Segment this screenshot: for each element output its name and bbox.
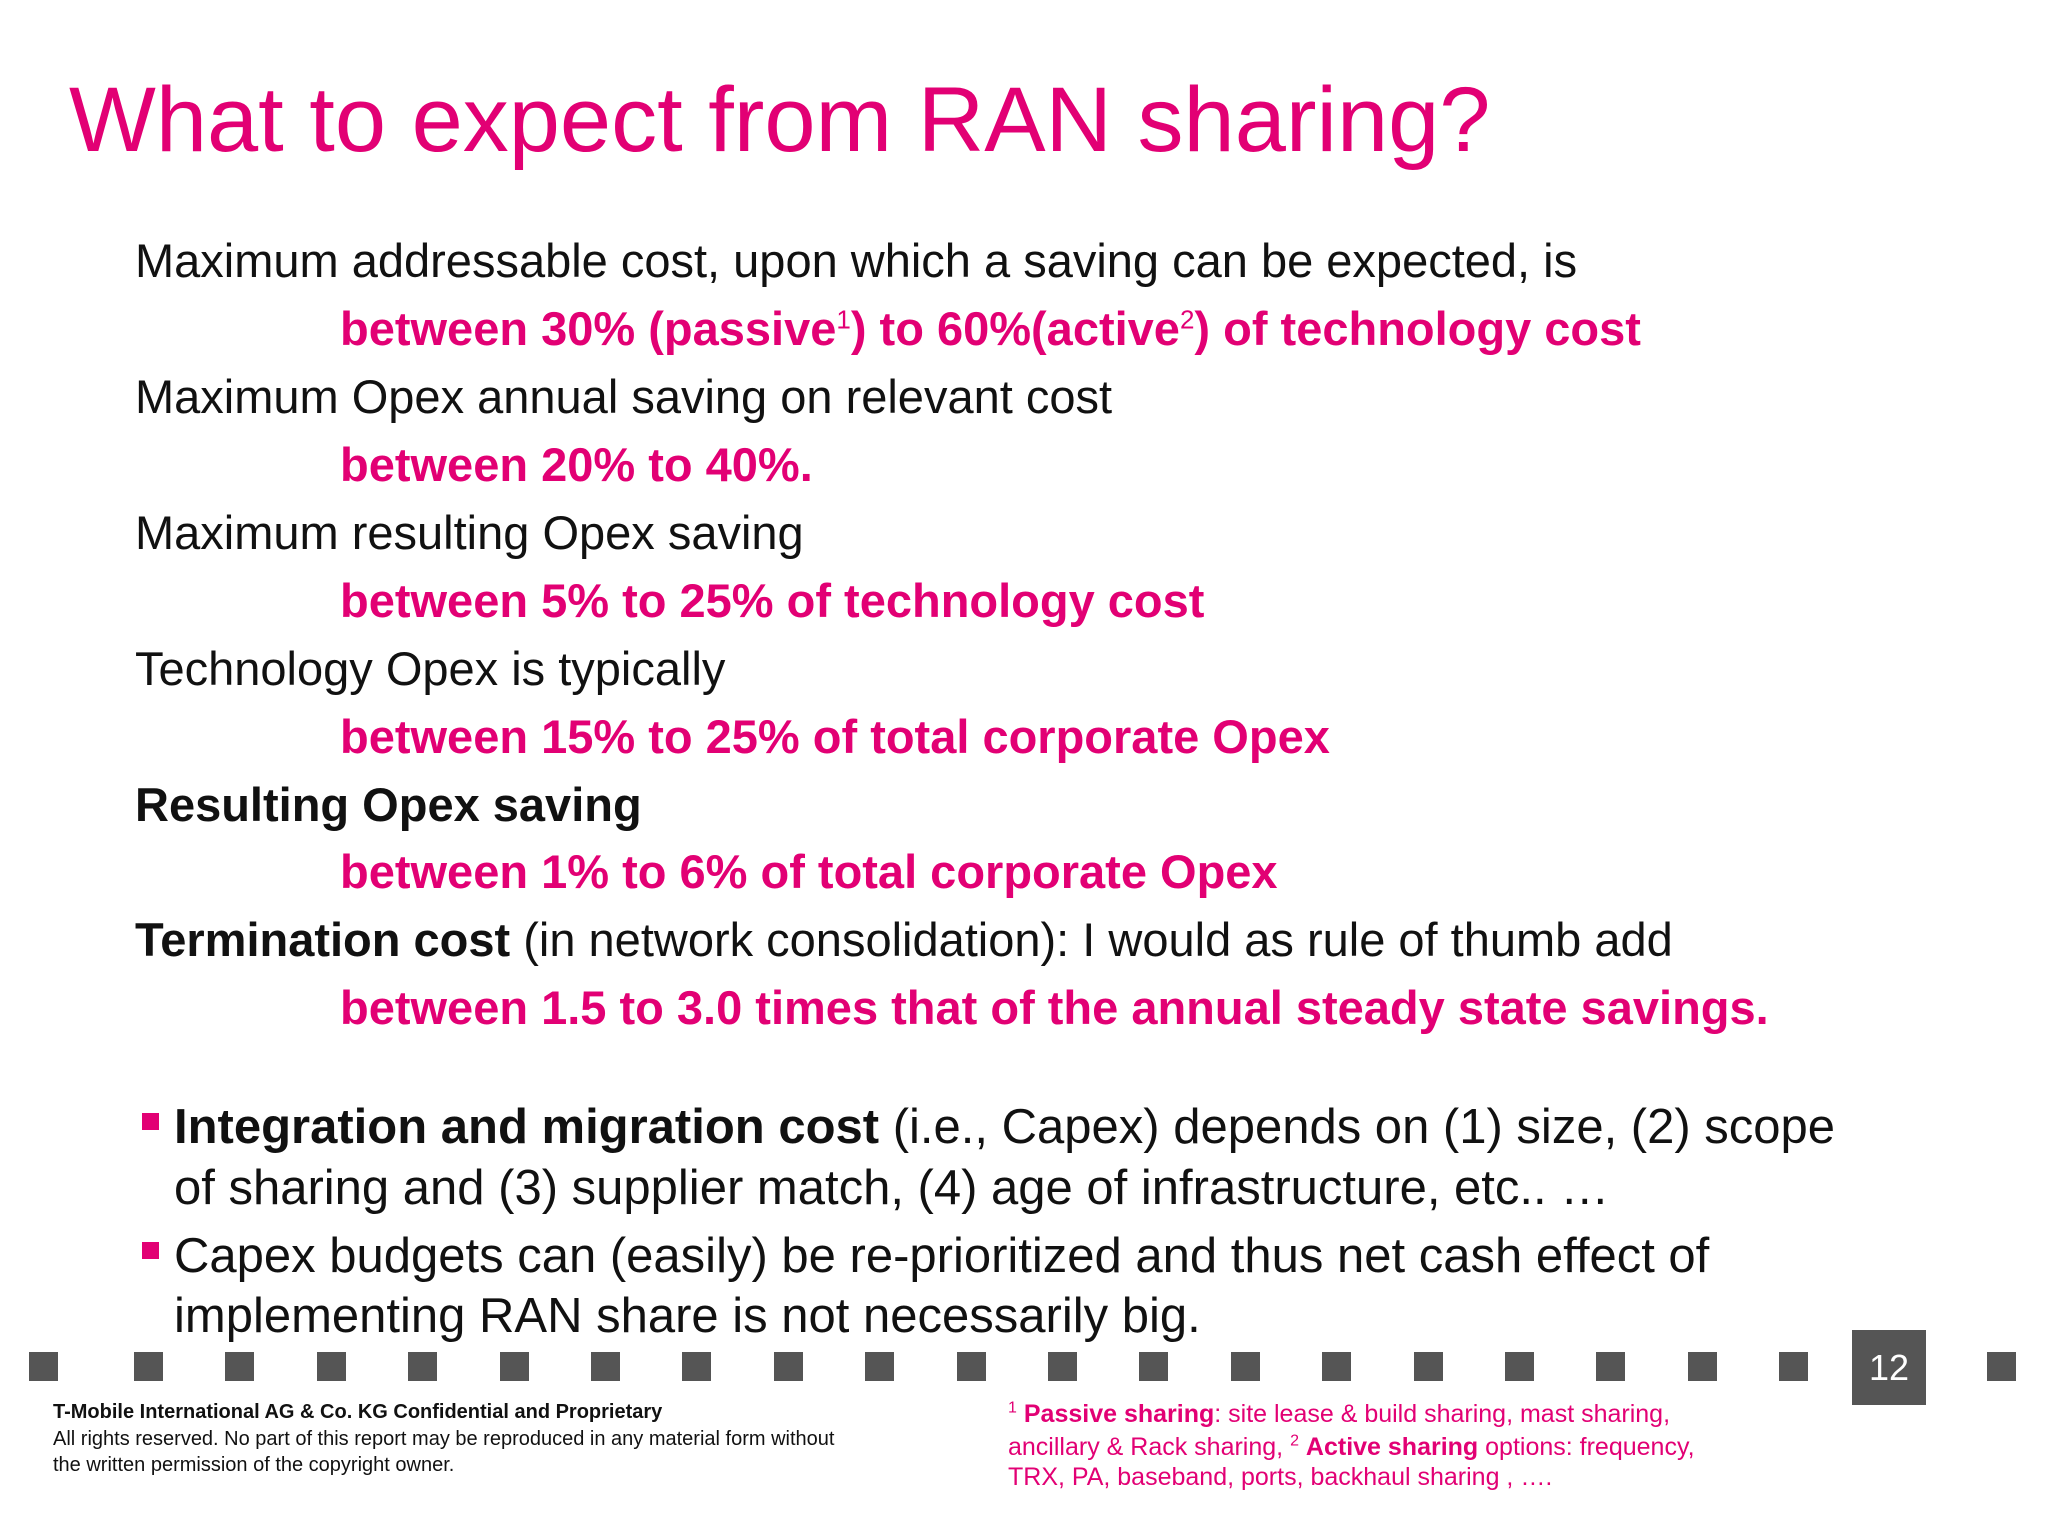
- text: : site lease & build sharing, mast shari…: [1214, 1400, 1671, 1428]
- text: Maximum resulting Opex saving: [135, 506, 804, 559]
- divider-square: [591, 1352, 620, 1381]
- footnote-line: TRX, PA, baseband, ports, backhaul shari…: [1008, 1462, 1552, 1492]
- divider-square: [1413, 1352, 1443, 1381]
- statement-value: between 15% to 25% of total corporate Op…: [340, 709, 1330, 765]
- divider-square: [865, 1352, 895, 1381]
- statement-lead: Resulting Opex saving: [135, 777, 642, 833]
- statement-value: between 30% (passive1) to 60%(active2) o…: [340, 301, 1641, 357]
- text: between 1% to 6% of total corporate Opex: [340, 845, 1278, 898]
- text: between 30% (passive: [340, 302, 837, 355]
- divider-square: [1779, 1352, 1809, 1381]
- divider-square: [1505, 1352, 1534, 1381]
- statement-value: between 1.5 to 3.0 times that of the ann…: [340, 980, 1769, 1036]
- bullet-line: of sharing and (3) supplier match, (4) a…: [174, 1159, 1609, 1217]
- footer-line: All rights reserved. No part of this rep…: [53, 1428, 835, 1450]
- divider-square: [1596, 1352, 1626, 1381]
- text: between 5% to 25% of technology cost: [340, 574, 1205, 627]
- divider-square: [956, 1352, 986, 1381]
- divider-square: [408, 1352, 438, 1381]
- divider-square: [1139, 1352, 1169, 1381]
- bullet-marker: [142, 1113, 159, 1130]
- footnote-line: 1 Passive sharing: site lease & build sh…: [1008, 1399, 1670, 1429]
- divider-square: [1048, 1352, 1077, 1381]
- text: between 20% to 40%.: [340, 438, 813, 491]
- title: What to expect from RAN sharing?: [69, 69, 1491, 171]
- text: ) of technology cost: [1194, 302, 1641, 355]
- text: Maximum addressable cost, upon which a s…: [135, 234, 1578, 287]
- text: Passive sharing: [1023, 1400, 1215, 1428]
- footnote-line: ancillary & Rack sharing, 2 Active shari…: [1008, 1432, 1695, 1462]
- statement-value: between 1% to 6% of total corporate Opex: [340, 844, 1278, 900]
- footer-line: the written permission of the copyright …: [53, 1454, 455, 1476]
- footnote-ref: 1: [1008, 1399, 1017, 1417]
- text: TRX, PA, baseband, ports, backhaul shari…: [1008, 1463, 1553, 1491]
- divider-square: [499, 1352, 529, 1381]
- statement-lead: Maximum Opex annual saving on relevant c…: [135, 369, 1112, 425]
- text: Integration and migration cost: [174, 1100, 880, 1154]
- text: Technology Opex is typically: [135, 642, 726, 695]
- divider-square: [1987, 1352, 2016, 1381]
- bullet-line: Integration and migration cost (i.e., Ca…: [174, 1098, 1835, 1156]
- divider-square: [682, 1352, 712, 1381]
- text: between 1.5 to 3.0 times that of the ann…: [340, 981, 1769, 1034]
- text: Resulting Opex saving: [135, 778, 642, 831]
- statement-lead: Maximum resulting Opex saving: [135, 505, 804, 561]
- footnote-ref: 1: [836, 304, 851, 335]
- text: of sharing and (3) supplier match, (4) a…: [174, 1161, 1610, 1215]
- divider-square: [225, 1352, 255, 1381]
- text: Active sharing: [1305, 1433, 1479, 1461]
- statement-lead: Termination cost (in network consolidati…: [135, 912, 1673, 968]
- bullet-line: implementing RAN share is not necessaril…: [174, 1287, 1201, 1345]
- statement-lead: Technology Opex is typically: [135, 641, 725, 697]
- text: Capex budgets can (easily) be re-priorit…: [174, 1229, 1710, 1283]
- divider-square: [1230, 1352, 1260, 1381]
- divider-square: [1687, 1352, 1717, 1381]
- text: (i.e., Capex) depends on (1) size, (2) s…: [879, 1100, 1836, 1154]
- text: ancillary & Rack sharing,: [1008, 1433, 1291, 1461]
- statement-value: between 20% to 40%.: [340, 437, 813, 493]
- bullet-marker: [142, 1242, 159, 1259]
- divider-square: [1322, 1352, 1352, 1381]
- text: (in network consolidation): I would as r…: [510, 913, 1673, 966]
- divider-square: [29, 1352, 58, 1381]
- footnote-ref: 2: [1179, 304, 1195, 335]
- divider-square: [134, 1352, 163, 1381]
- text: between 15% to 25% of total corporate Op…: [340, 710, 1330, 763]
- divider-square: [316, 1352, 346, 1381]
- statement-value: between 5% to 25% of technology cost: [340, 573, 1204, 629]
- footer-line: T-Mobile International AG & Co. KG Confi…: [53, 1401, 663, 1423]
- page-number: 12: [1852, 1330, 1926, 1405]
- text: Maximum Opex annual saving on relevant c…: [135, 370, 1113, 423]
- statement-lead: Maximum addressable cost, upon which a s…: [135, 233, 1577, 289]
- text: ) to 60%(active: [850, 302, 1180, 355]
- divider-square: [773, 1352, 803, 1381]
- text: implementing RAN share is not necessaril…: [174, 1289, 1201, 1343]
- bullet-line: Capex budgets can (easily) be re-priorit…: [174, 1227, 1709, 1285]
- text: Termination cost: [135, 913, 511, 966]
- text: options: frequency,: [1478, 1433, 1695, 1461]
- footnote-ref: 2: [1290, 1432, 1299, 1450]
